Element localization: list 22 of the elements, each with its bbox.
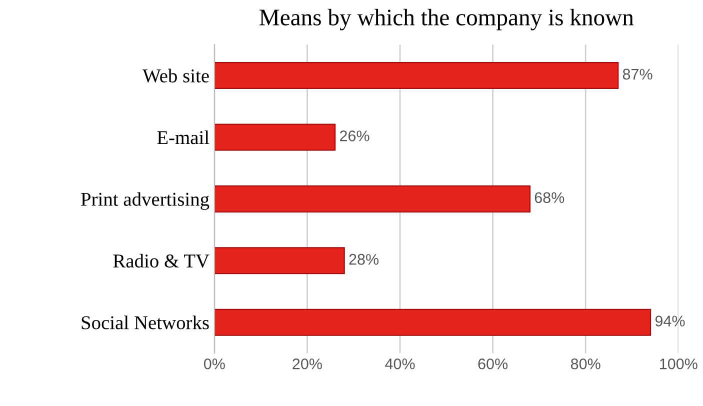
y-tick-label: Print advertising	[81, 192, 210, 210]
chart-title: Means by which the company is known	[260, 8, 634, 30]
x-tick-label: 20%	[292, 358, 322, 370]
x-tick-label: 60%	[478, 358, 508, 370]
bar	[214, 185, 530, 212]
x-tick-label: 80%	[570, 358, 600, 370]
bar	[214, 308, 652, 336]
x-tick-label: 100%	[660, 358, 698, 370]
y-tick-label: Social Networks	[82, 316, 209, 330]
y-tick-label: Radio & TV	[113, 254, 210, 268]
bar	[214, 124, 336, 151]
data-label: 28%	[349, 254, 379, 265]
bar	[214, 62, 619, 90]
data-label: 68%	[534, 192, 564, 204]
data-label: 94%	[655, 316, 685, 326]
y-tick-label: Web site	[142, 68, 209, 83]
data-label: 26%	[340, 130, 370, 142]
x-tick-label: 40%	[385, 358, 415, 370]
data-label: 87%	[622, 68, 652, 80]
x-tick-label: 0%	[204, 358, 225, 370]
bar	[214, 247, 345, 274]
y-tick-label: E-mail	[157, 130, 210, 144]
